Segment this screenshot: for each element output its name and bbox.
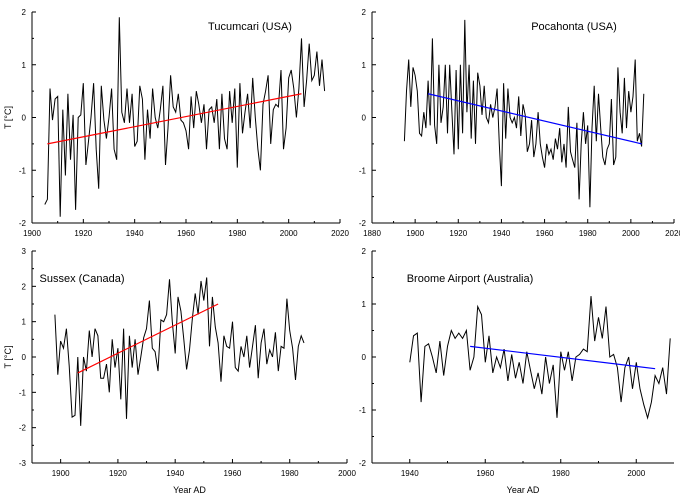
x-tick-label: 1880	[363, 229, 381, 238]
panel-2: -2 -1 0 1 2 1880 1900 1920 1940 1960 1980 2000 2020 P…	[359, 8, 680, 238]
y-tick-label: 2	[22, 8, 27, 17]
x-tick-label: 1960	[476, 469, 494, 478]
x-tick-label: 2000	[622, 229, 640, 238]
x-tick-label: 1960	[536, 229, 554, 238]
y-tick-label: -2	[359, 219, 367, 228]
x-tick-label: 1940	[166, 469, 184, 478]
y-tick-label: -2	[19, 424, 27, 433]
y-tick-label: -3	[19, 459, 27, 468]
y-tick-label: -2	[359, 459, 367, 468]
x-tick-label: 2000	[338, 469, 356, 478]
y-tick-label: 0	[22, 114, 27, 123]
x-tick-label: 2000	[627, 469, 645, 478]
trend-line	[77, 303, 219, 374]
x-axis-label: Year AD	[173, 485, 206, 495]
trend-line	[427, 93, 642, 145]
y-tick-label: 1	[22, 61, 27, 70]
y-tick-label: 2	[362, 8, 367, 17]
y-axis-label: T [°C]	[3, 346, 13, 369]
series-line	[403, 19, 645, 208]
x-tick-label: 1920	[109, 469, 127, 478]
y-tick-label: 1	[22, 318, 27, 327]
x-tick-label: 1900	[52, 469, 70, 478]
y-tick-label: 0	[362, 353, 367, 362]
series-line	[409, 296, 671, 420]
panel-title: Broome Airport (Australia)	[407, 273, 534, 285]
x-tick-label: 2020	[665, 229, 680, 238]
x-tick-label: 1960	[177, 229, 195, 238]
x-tick-label: 1980	[228, 229, 246, 238]
x-axis-label: Year AD	[507, 485, 540, 495]
x-tick-label: 1940	[126, 229, 144, 238]
y-tick-label: -2	[19, 219, 27, 228]
series-line	[44, 17, 326, 217]
x-tick-label: 1980	[552, 469, 570, 478]
panel-title: Sussex (Canada)	[40, 273, 125, 285]
y-tick-label: -1	[359, 166, 367, 175]
x-tick-label: 1920	[449, 229, 467, 238]
x-tick-label: 1940	[401, 469, 419, 478]
y-tick-label: -1	[19, 388, 27, 397]
y-tick-label: -1	[19, 166, 27, 175]
trend-line	[47, 93, 302, 145]
y-tick-label: 1	[362, 61, 367, 70]
x-tick-label: 2000	[280, 229, 298, 238]
y-tick-label: 2	[22, 282, 27, 291]
x-tick-label: 1920	[74, 229, 92, 238]
panel-3: -3 -2 -1 0 1 2 3 1900 1920 1940 1960 1980 2000 Sussex…	[3, 247, 356, 495]
y-tick-label: 3	[22, 247, 27, 256]
x-tick-label: 1980	[281, 469, 299, 478]
panel-4: -2 -1 0 1 2 1940 1960 1980 2000 Broome Airport (A…	[359, 247, 674, 495]
y-tick-label: -1	[359, 406, 367, 415]
x-tick-label: 1900	[406, 229, 424, 238]
x-tick-label: 1900	[23, 229, 41, 238]
y-axis-label: T [°C]	[3, 106, 13, 129]
y-tick-label: 2	[362, 247, 367, 256]
x-tick-label: 1960	[224, 469, 242, 478]
trend-line	[470, 345, 656, 370]
panel-title: Pocahonta (USA)	[531, 21, 617, 33]
y-tick-label: 0	[362, 114, 367, 123]
x-tick-label: 1940	[493, 229, 511, 238]
panel-title: Tucumcari (USA)	[208, 21, 292, 33]
series-line	[54, 277, 305, 426]
y-tick-label: 0	[22, 353, 27, 362]
panel-1: -2 -1 0 1 2 1900 1920 1940 1960 1980 2000 2020 Tucum…	[3, 8, 349, 238]
x-tick-label: 1980	[579, 229, 597, 238]
x-tick-label: 2020	[331, 229, 349, 238]
y-tick-label: 1	[362, 300, 367, 309]
